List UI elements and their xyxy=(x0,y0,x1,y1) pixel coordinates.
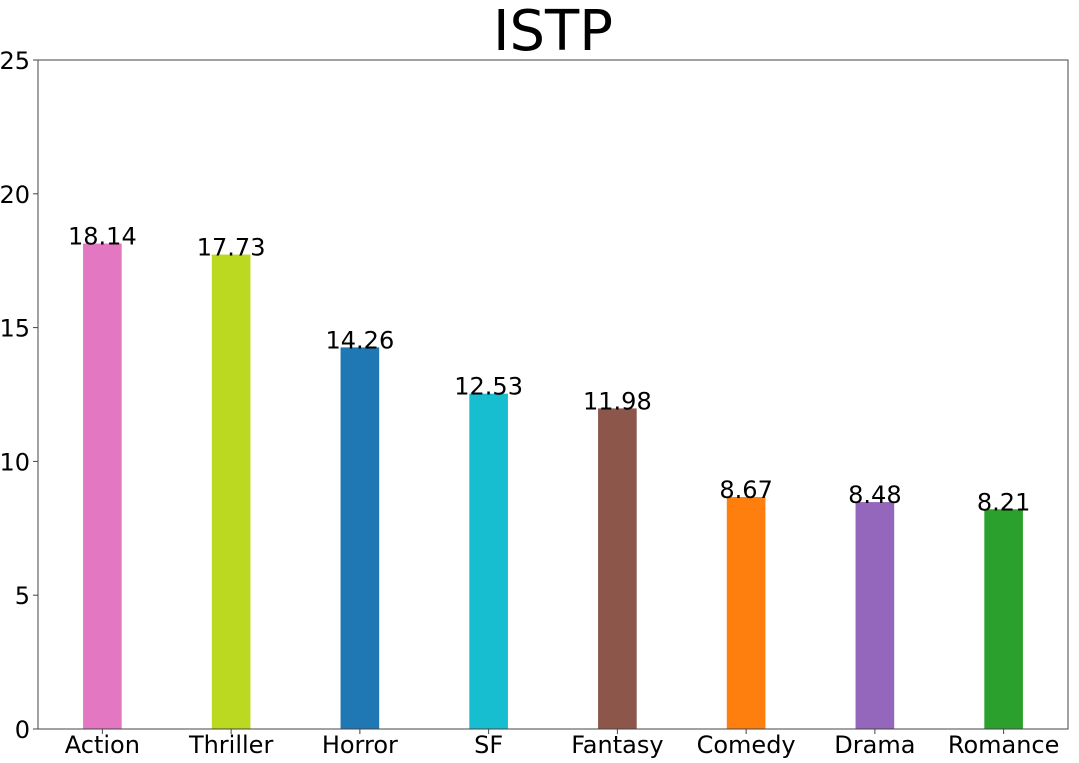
x-tick-label-thriller: Thriller xyxy=(188,731,274,759)
x-tick-label-romance: Romance xyxy=(948,731,1060,759)
bar-horror xyxy=(340,347,380,729)
x-tick-label-drama: Drama xyxy=(834,731,915,759)
axes-frame xyxy=(37,59,1069,730)
bar-romance xyxy=(984,509,1023,729)
y-tick-label-20: 20 xyxy=(0,181,30,209)
value-label-drama: 8.48 xyxy=(848,481,901,509)
y-tick-label-25: 25 xyxy=(0,47,30,75)
value-label-horror: 14.26 xyxy=(326,326,395,354)
bar-drama xyxy=(855,502,895,729)
value-label-fantasy: 11.98 xyxy=(583,387,652,415)
bar-fantasy xyxy=(598,408,637,729)
x-tick-label-action: Action xyxy=(65,731,140,759)
y-tick-label-5: 5 xyxy=(15,582,30,610)
y-tick-label-15: 15 xyxy=(0,315,30,343)
value-label-comedy: 8.67 xyxy=(719,476,772,504)
value-label-action: 18.14 xyxy=(68,223,137,251)
bar-sf xyxy=(469,393,508,729)
plot-area: 18.14 17.73 14.26 12.53 11.98 8.67 8.48 8.21 0 5 1… xyxy=(0,47,1069,759)
chart-title: ISTP xyxy=(493,0,613,64)
y-tick-label-10: 10 xyxy=(0,448,30,476)
x-tick-label-horror: Horror xyxy=(322,731,398,759)
bar-thriller xyxy=(211,254,251,730)
value-label-romance: 8.21 xyxy=(977,488,1030,516)
bar-comedy xyxy=(726,496,766,729)
value-label-sf: 12.53 xyxy=(454,373,523,401)
x-tick-label-sf: SF xyxy=(474,731,503,759)
x-tick-label-comedy: Comedy xyxy=(697,731,796,759)
x-tick-label-fantasy: Fantasy xyxy=(571,731,663,759)
y-tick-label-0: 0 xyxy=(15,716,30,744)
value-label-thriller: 17.73 xyxy=(197,234,266,262)
bar-action xyxy=(83,243,122,729)
